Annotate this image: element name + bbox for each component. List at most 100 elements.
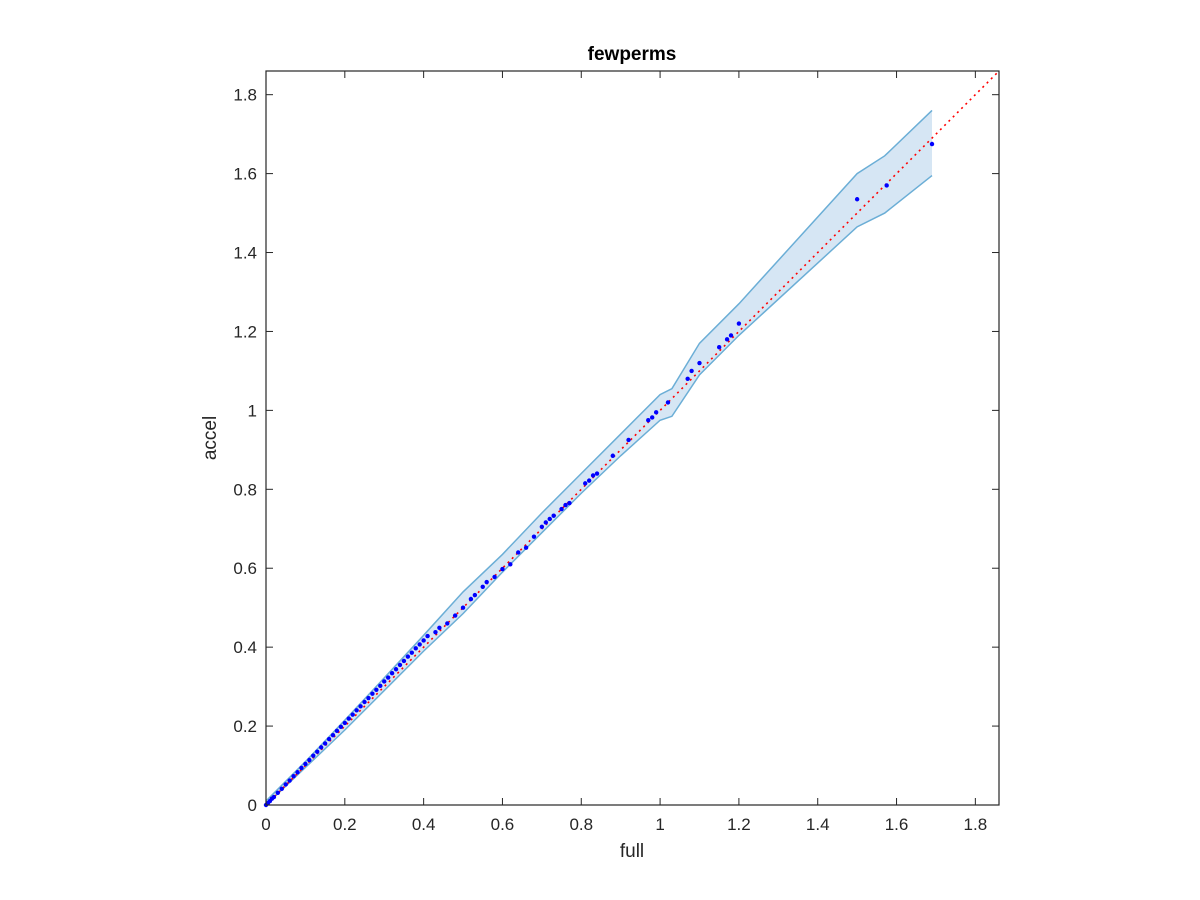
x-tick-label: 1	[655, 815, 664, 834]
data-point	[689, 368, 694, 374]
data-point	[374, 687, 379, 692]
data-point	[382, 679, 387, 684]
data-point	[322, 741, 328, 746]
x-tick-label: 1.8	[964, 815, 988, 834]
data-point	[551, 513, 556, 518]
data-point	[653, 410, 659, 415]
data-point	[445, 621, 450, 626]
data-point	[724, 337, 730, 342]
data-point	[728, 333, 734, 338]
data-point	[417, 642, 422, 647]
data-point	[358, 704, 363, 709]
data-point	[283, 782, 288, 787]
data-point	[401, 658, 407, 664]
data-point	[884, 183, 889, 188]
data-point	[736, 321, 742, 326]
axes-box	[265, 70, 1000, 806]
data-point	[697, 360, 702, 366]
data-point	[279, 786, 284, 792]
y-tick-label: 1.2	[233, 322, 257, 341]
y-tick-label: 1.6	[233, 165, 257, 184]
data-point	[437, 625, 442, 631]
data-point	[563, 502, 568, 508]
data-point	[385, 675, 391, 680]
data-point	[665, 400, 671, 405]
x-axis-label: full	[620, 841, 644, 862]
data-point	[311, 753, 316, 758]
data-point	[567, 500, 572, 506]
x-axis-ticks: 0 0.2 0.4 0.6 0.8 1 1.2 1.4 1.6 1.8	[261, 71, 987, 834]
data-point	[393, 667, 399, 672]
y-tick-label: 0.8	[233, 480, 257, 499]
data-point	[531, 534, 537, 539]
data-point	[583, 481, 588, 486]
data-point	[370, 691, 375, 696]
y-tick-label: 1	[248, 401, 257, 420]
data-point	[492, 574, 497, 580]
identity-line	[265, 70, 1000, 806]
data-point	[594, 471, 600, 476]
x-tick-label: 1.4	[806, 815, 830, 834]
chart-title: fewperms	[588, 44, 677, 65]
data-point	[468, 596, 474, 602]
data-point	[405, 654, 411, 659]
data-point	[472, 592, 478, 598]
y-axis-ticks: 0 0.2 0.4 0.6 0.8 1 1.2 1.4 1.6 1.8	[233, 86, 999, 815]
data-point	[854, 197, 860, 202]
y-tick-label: 0.4	[233, 638, 257, 657]
data-point	[291, 773, 296, 779]
y-tick-label: 0	[248, 796, 257, 815]
data-point	[271, 794, 277, 800]
y-tick-label: 0.2	[233, 717, 257, 736]
data-point	[303, 761, 308, 767]
data-point	[685, 376, 690, 382]
data-point	[287, 778, 292, 783]
data-point	[330, 732, 336, 738]
data-point	[480, 584, 485, 589]
data-point	[590, 473, 596, 478]
data-point	[516, 550, 521, 555]
band-lower-line	[265, 174, 933, 806]
x-tick-label: 1.2	[727, 815, 751, 834]
data-point	[523, 545, 529, 550]
data-point	[295, 770, 300, 775]
data-points	[263, 141, 935, 808]
data-point	[413, 646, 418, 651]
data-point	[275, 790, 281, 795]
data-point	[433, 629, 438, 635]
x-tick-label: 0.8	[569, 815, 593, 834]
y-axis-label: accel	[200, 416, 221, 460]
data-point	[650, 415, 655, 420]
data-point	[299, 765, 304, 771]
data-point	[366, 695, 371, 701]
data-point	[338, 724, 344, 730]
y-tick-label: 1.8	[233, 86, 257, 105]
data-point	[508, 562, 513, 567]
data-point	[586, 478, 592, 483]
data-point	[307, 757, 312, 763]
data-point	[326, 736, 332, 742]
data-point	[346, 716, 351, 721]
data-point	[318, 745, 324, 750]
data-point	[389, 671, 395, 676]
data-point	[929, 141, 935, 147]
data-point	[500, 566, 505, 572]
data-point	[539, 524, 545, 529]
data-point	[350, 712, 355, 717]
y-tick-label: 0.6	[233, 559, 257, 578]
data-point	[425, 633, 430, 639]
x-tick-label: 1.6	[885, 815, 909, 834]
x-tick-label: 0.2	[333, 815, 357, 834]
x-tick-label: 0.6	[491, 815, 515, 834]
x-tick-label: 0.4	[412, 815, 436, 834]
data-point	[409, 650, 415, 655]
data-point	[460, 605, 466, 610]
data-point	[543, 520, 548, 525]
x-tick-label: 0	[261, 815, 270, 834]
data-point	[315, 749, 320, 754]
data-point	[342, 720, 348, 726]
y-tick-label: 1.4	[233, 244, 257, 263]
data-point	[452, 613, 458, 618]
data-point	[559, 506, 564, 512]
